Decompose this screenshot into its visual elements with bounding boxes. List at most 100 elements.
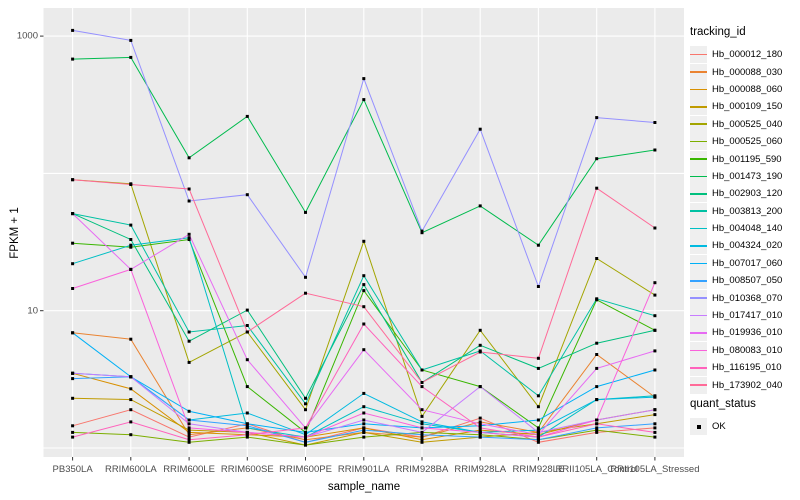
legend-item-Hb_001195_590: Hb_001195_590 — [690, 150, 798, 168]
data-point — [362, 422, 366, 426]
data-point — [420, 408, 424, 412]
legend-item-Hb_001473_190: Hb_001473_190 — [690, 167, 798, 185]
data-point — [653, 408, 657, 412]
data-point — [595, 116, 599, 120]
data-point — [129, 420, 133, 424]
data-point — [71, 241, 75, 245]
data-point — [478, 343, 482, 347]
x-tick-label: RRIM600LA — [104, 464, 157, 475]
legend-item-label: Hb_001473_190 — [712, 170, 783, 182]
x-tick-label: RRIM600SE — [220, 464, 274, 475]
legend-item-Hb_000088_030: Hb_000088_030 — [690, 63, 798, 81]
legend-item-label: Hb_007017_060 — [712, 257, 783, 269]
data-point — [362, 430, 366, 434]
data-point — [653, 349, 657, 353]
legend-item-label: Hb_000088_060 — [712, 83, 783, 95]
data-point — [129, 433, 133, 437]
legend-item-label: Hb_080083_010 — [712, 344, 783, 356]
data-point — [187, 440, 191, 444]
data-point — [71, 57, 75, 61]
data-point — [420, 385, 424, 389]
data-point — [129, 238, 133, 241]
data-point — [71, 331, 75, 335]
legend-item-label: Hb_004048_140 — [712, 223, 783, 235]
quant-legend-label: OK — [712, 421, 726, 433]
data-point — [129, 38, 133, 42]
tracking-id-legend: tracking_id Hb_000012_180 Hb_000088_030 Hb… — [690, 26, 798, 394]
legend-item-Hb_000012_180: Hb_000012_180 — [690, 46, 798, 64]
data-point — [653, 121, 657, 124]
x-tick-label: RRIM928BA — [395, 464, 449, 475]
quant-legend-item: OK — [690, 418, 798, 436]
data-point — [536, 426, 540, 430]
quant-legend-entries: OK — [690, 418, 798, 436]
data-point — [187, 433, 191, 437]
data-point — [245, 385, 249, 389]
data-point — [420, 231, 424, 235]
data-point — [187, 426, 191, 430]
legend-line-icon — [690, 384, 707, 386]
data-point — [362, 305, 366, 309]
quant-status-legend: quant_status OK — [690, 398, 798, 436]
data-point — [304, 430, 307, 434]
data-point — [187, 339, 191, 343]
data-point — [304, 210, 307, 214]
data-point — [245, 433, 249, 437]
data-point — [187, 236, 191, 240]
data-point — [420, 420, 424, 424]
legend-key-swatch — [690, 289, 707, 307]
data-point — [71, 424, 75, 428]
data-point — [187, 409, 191, 413]
x-tick-label: RRIM928LE — [512, 464, 565, 475]
legend-item-label: Hb_001195_590 — [712, 153, 782, 165]
legend-key-swatch — [690, 272, 707, 290]
data-point — [478, 424, 482, 428]
legend-item-Hb_000088_060: Hb_000088_060 — [690, 80, 798, 98]
legend-line-icon — [690, 332, 707, 334]
data-point — [420, 438, 424, 442]
data-point — [478, 428, 482, 432]
data-point — [304, 408, 307, 412]
data-point — [187, 156, 191, 160]
data-point — [245, 426, 249, 430]
legend-item-label: Hb_003813_200 — [712, 205, 783, 217]
data-point — [536, 356, 540, 360]
data-point — [187, 360, 191, 364]
data-point — [362, 77, 366, 81]
data-point — [595, 297, 599, 301]
data-point — [129, 337, 133, 341]
data-point — [595, 157, 599, 161]
data-point — [478, 416, 482, 420]
x-tick-label: RRIM901LA — [337, 464, 390, 475]
data-point — [362, 283, 366, 287]
data-point — [420, 435, 424, 439]
data-point — [187, 418, 191, 422]
data-point — [420, 430, 424, 434]
data-point — [245, 358, 249, 362]
data-point — [653, 293, 657, 297]
legend-line-icon — [690, 279, 707, 282]
data-point — [653, 422, 657, 426]
data-point — [187, 435, 191, 439]
data-point — [245, 435, 249, 439]
data-point — [129, 375, 133, 379]
legend-key-swatch — [690, 98, 707, 116]
legend-item-label: Hb_000525_060 — [712, 136, 783, 148]
data-point — [536, 440, 540, 444]
data-point — [362, 348, 366, 352]
data-point — [71, 377, 75, 381]
data-point — [71, 435, 75, 439]
legend-line-icon — [690, 245, 707, 247]
legend-key-swatch — [690, 307, 707, 325]
data-point — [129, 408, 133, 412]
legend-item-label: Hb_004324_020 — [712, 240, 783, 252]
data-point — [245, 114, 249, 118]
data-point — [653, 430, 657, 434]
legend-key-swatch — [690, 324, 707, 342]
legend-key-swatch — [690, 150, 707, 168]
data-point — [595, 366, 599, 370]
data-point — [536, 285, 540, 288]
data-point — [536, 394, 540, 398]
data-point — [420, 440, 424, 444]
legend-item-label: Hb_116195_010 — [712, 362, 782, 374]
